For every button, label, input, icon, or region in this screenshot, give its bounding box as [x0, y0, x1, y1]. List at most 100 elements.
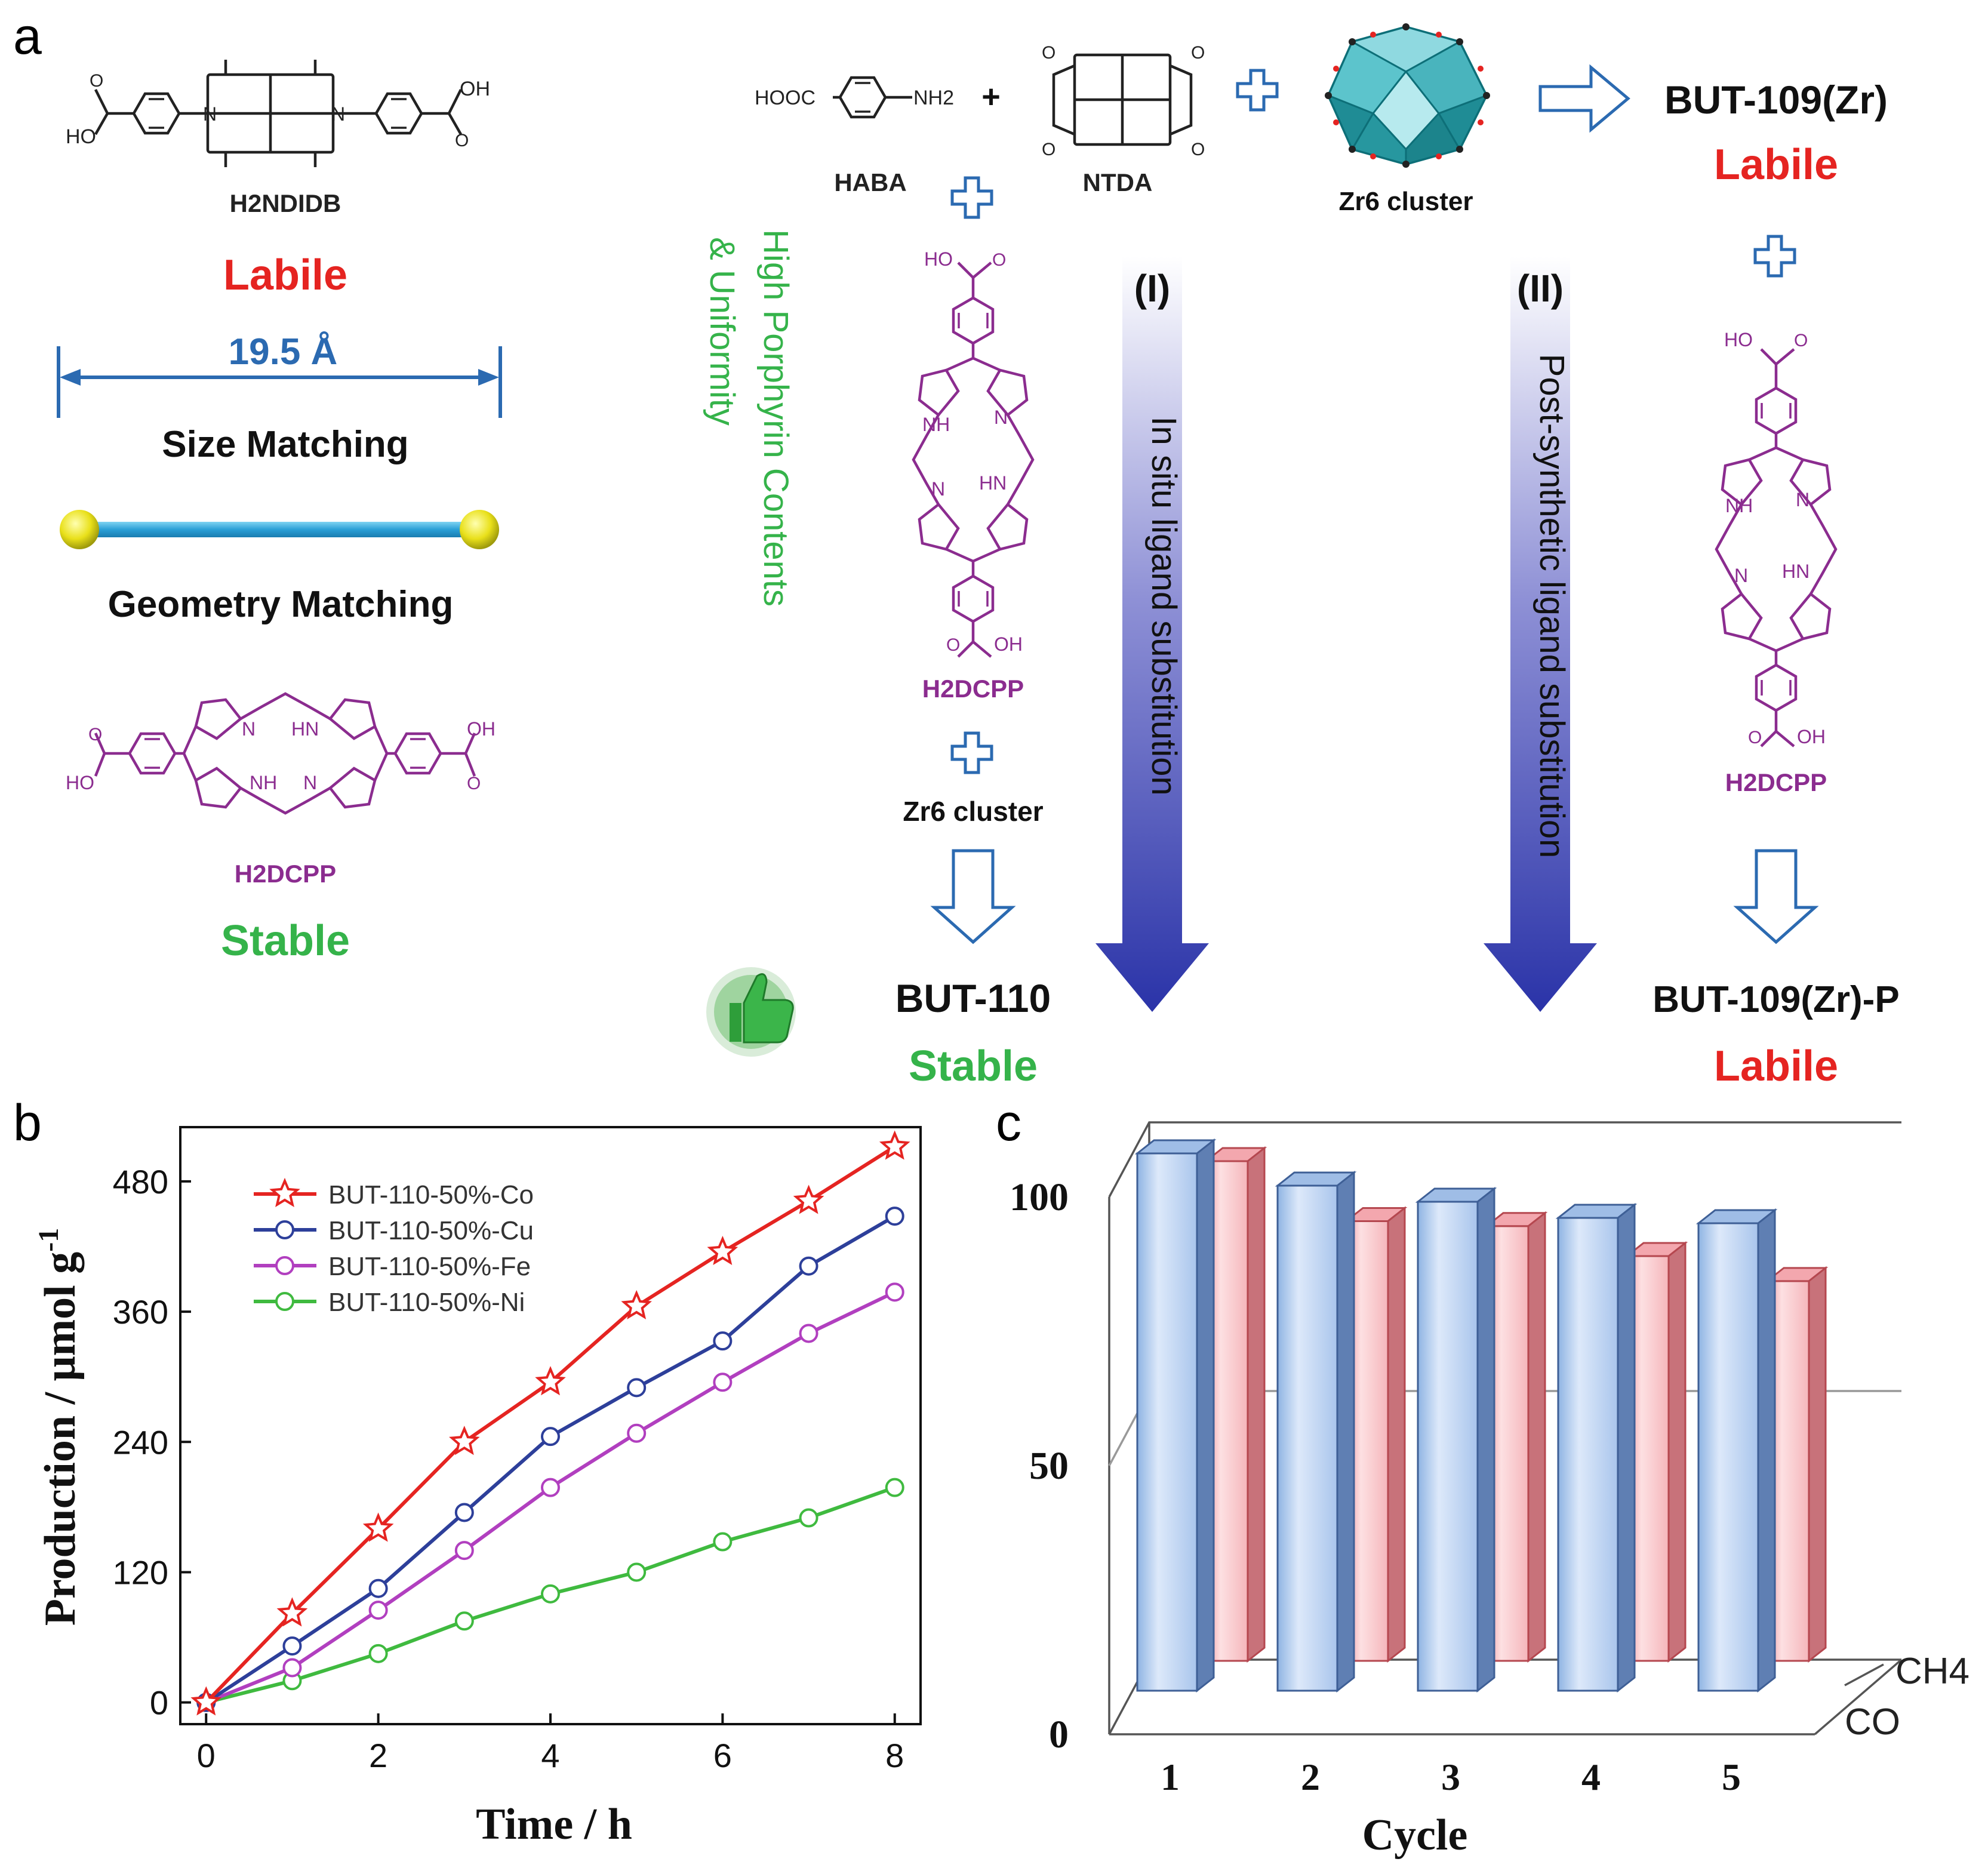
- plus-sign: +: [981, 79, 1001, 115]
- but109p-label: BUT-109(Zr)-P: [1652, 979, 1899, 1020]
- data-point: [885, 1207, 904, 1226]
- bar-co: [1417, 1201, 1479, 1692]
- atom-o: O: [467, 774, 481, 793]
- atom-n: N: [994, 407, 1008, 428]
- x-axis-label: Time / h: [476, 1800, 632, 1849]
- atom-ho: HO: [66, 125, 96, 148]
- y-axis-label: Production / μmol g-1: [33, 1228, 85, 1626]
- h2dcpp-right-label: H2DCPP: [1725, 768, 1827, 796]
- thumbs-up-icon: [706, 967, 796, 1057]
- x-tick-label: 4: [541, 1737, 559, 1774]
- bar-ch4-side: [1667, 1241, 1687, 1663]
- y-axis-label-text: Production / μmol g: [36, 1252, 85, 1626]
- h2dcpp-middle-label: H2DCPP: [922, 675, 1024, 703]
- y-tick-label: 0: [150, 1684, 168, 1722]
- legend-label: BUT-110-50%-Ni: [328, 1288, 525, 1317]
- route-1-label: (I): [1134, 267, 1170, 310]
- x-tick-label: 5: [1722, 1756, 1741, 1798]
- x-tick-label: 8: [885, 1737, 904, 1774]
- atom-o: O: [992, 250, 1006, 270]
- data-point: [621, 1290, 652, 1319]
- y-tick-label: 100: [1010, 1175, 1069, 1219]
- route-2-arrow: [1484, 257, 1597, 1012]
- data-point: [541, 1584, 560, 1604]
- atom-n: N: [303, 772, 317, 793]
- bar-ch4-side: [1247, 1146, 1266, 1663]
- data-point: [454, 1611, 474, 1631]
- atom-n: N: [1796, 489, 1809, 510]
- data-point: [707, 1235, 738, 1266]
- but109-label: BUT-109(Zr): [1664, 78, 1888, 122]
- plus-icon: [1236, 69, 1279, 112]
- atom-hn: HN: [291, 718, 319, 740]
- atom-ho: HO: [66, 772, 94, 793]
- legend-marker: [275, 1220, 294, 1239]
- data-point: [282, 1658, 302, 1678]
- panel-b-line-chart: b 0 120 240 360 480 0 2 4 6 8 BUT-110-50%-Co BUT-…: [13, 1094, 922, 1849]
- atom-n: N: [1734, 565, 1748, 586]
- zr6-cluster-label-middle: Zr6 cluster: [903, 796, 1043, 827]
- data-point: [276, 1597, 308, 1627]
- data-point: [627, 1378, 647, 1398]
- x-tick-label: 2: [1301, 1756, 1320, 1798]
- route-2-label: (II): [1517, 267, 1564, 310]
- length-dimension: [57, 346, 502, 418]
- series-line: [205, 1214, 896, 1704]
- x-tick-label: 1: [1161, 1756, 1180, 1798]
- legend-label: BUT-110-50%-Cu: [328, 1216, 534, 1245]
- data-point: [282, 1636, 302, 1656]
- y-tick-label: 120: [113, 1553, 168, 1591]
- data-point: [454, 1503, 474, 1522]
- atom-ho: HO: [924, 248, 953, 270]
- zr6-cluster-icon: [1325, 23, 1490, 168]
- panel-a-label: a: [13, 8, 42, 65]
- geometry-matching-label: Geometry Matching: [108, 584, 454, 625]
- y-tick-label: 50: [1029, 1444, 1069, 1488]
- atom-oh: OH: [994, 633, 1023, 655]
- atom-o: O: [1794, 331, 1808, 350]
- data-point: [368, 1601, 388, 1620]
- data-point: [449, 1426, 480, 1455]
- plot-frame: [179, 1126, 922, 1725]
- x-tick-label: 0: [197, 1737, 216, 1774]
- y-tick-label: 0: [1049, 1713, 1069, 1756]
- x-tick-label: 4: [1581, 1756, 1601, 1798]
- data-point: [368, 1578, 388, 1598]
- data-point: [627, 1562, 647, 1582]
- data-point: [541, 1427, 560, 1447]
- atom-nh: NH: [922, 414, 950, 435]
- h2ndidb-stability: Labile: [223, 251, 347, 299]
- atom-oh: OH: [1797, 726, 1826, 747]
- y-tick-label: 360: [113, 1293, 168, 1331]
- plus-icon: [1753, 235, 1796, 278]
- data-point: [799, 1324, 818, 1343]
- data-point: [885, 1282, 904, 1302]
- atom-n: N: [242, 718, 256, 740]
- data-point: [713, 1532, 733, 1552]
- h2dcpp-structure-left: [94, 694, 476, 813]
- h2dcpp-stability: Stable: [221, 917, 350, 965]
- high-porphyrin-text: High Porphyrin Contents: [756, 229, 795, 607]
- haba-label: HABA: [834, 168, 906, 196]
- route-1-arrow: [1095, 257, 1209, 1012]
- data-point: [368, 1644, 388, 1663]
- route-2-text: Post-synthetic ligand substitution: [1532, 354, 1571, 858]
- but109-stability: Labile: [1714, 141, 1838, 189]
- plus-icon: [950, 176, 993, 219]
- h2dcpp-left-label: H2DCPP: [235, 860, 336, 888]
- data-point: [627, 1423, 647, 1443]
- h2ndidb-label: H2NDIDB: [230, 189, 341, 217]
- atom-hn: HN: [979, 472, 1007, 494]
- atom-n: N: [203, 103, 217, 125]
- data-point: [541, 1478, 560, 1497]
- plus-icon: [950, 731, 993, 774]
- arrow-down-icon: [930, 849, 1016, 944]
- atom-o: O: [1042, 140, 1055, 159]
- atom-o: O: [90, 71, 103, 91]
- atom-n: N: [931, 478, 945, 500]
- atom-o: O: [1191, 43, 1205, 63]
- panel-a: a HO OH O O N N H2NDIDB Labile: [13, 8, 1900, 1090]
- atom-ho: HO: [1724, 329, 1753, 350]
- data-point: [713, 1373, 733, 1392]
- size-matching-label: Size Matching: [162, 424, 408, 465]
